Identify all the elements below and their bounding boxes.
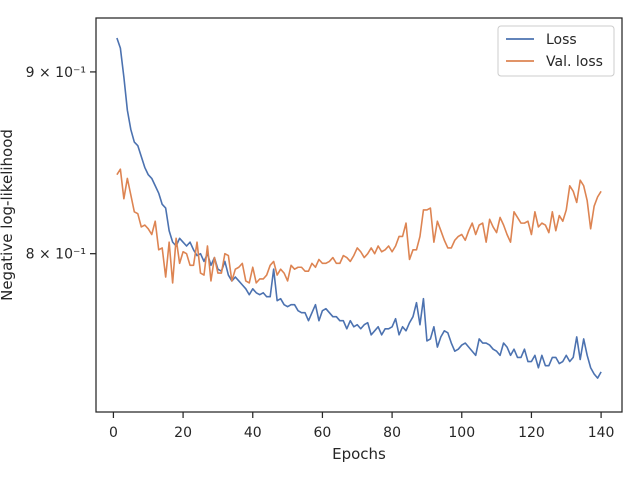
legend-label: Loss: [546, 32, 577, 48]
x-tick-label: 20: [174, 425, 192, 441]
series-layer: [116, 37, 602, 379]
y-tick-label: 8 × 10⁻¹: [26, 247, 86, 263]
y-axis-label: Negative log-likelihood: [0, 129, 16, 301]
legend-label: Val. loss: [546, 54, 603, 70]
y-axis: 8 × 10⁻¹ 9 × 10⁻¹: [26, 65, 96, 263]
axes-frame: [95, 17, 623, 413]
x-axis: 0 20 40 60 80 100 120 140: [109, 412, 615, 441]
legend: Loss Val. loss: [497, 25, 615, 77]
x-tick-label: 80: [383, 425, 401, 441]
x-tick-label: 40: [244, 425, 262, 441]
series-line-val-loss: [116, 168, 602, 284]
x-tick-label: 120: [518, 425, 545, 441]
plot-area: [95, 17, 623, 413]
y-tick-label: 9 × 10⁻¹: [26, 65, 86, 81]
x-tick-label: 140: [588, 425, 615, 441]
x-axis-label: Epochs: [332, 445, 386, 463]
x-tick-label: 0: [109, 425, 118, 441]
x-tick-label: 100: [448, 425, 475, 441]
series-line-loss: [116, 37, 602, 379]
x-tick-label: 60: [314, 425, 332, 441]
